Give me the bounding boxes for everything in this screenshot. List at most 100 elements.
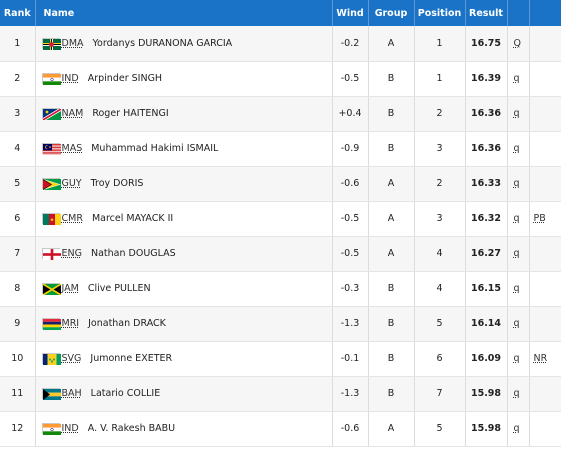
- qualification-mark[interactable]: q: [513, 73, 520, 84]
- athlete-name-link[interactable]: Troy DORIS: [90, 178, 144, 189]
- wind-header[interactable]: Wind: [332, 0, 369, 26]
- table-row: 4 MAS Muhammad Hakimi ISMAIL -0.9 B 3 16.36 q: [0, 131, 561, 167]
- qualification-cell: q: [507, 96, 530, 132]
- wind-cell: -1.3: [332, 306, 369, 342]
- name-cell: CMR Marcel MAYACK II: [35, 201, 333, 237]
- country-code-link[interactable]: IND: [61, 423, 79, 434]
- record-cell: [529, 306, 561, 342]
- group-cell: A: [368, 201, 415, 237]
- position-cell: 2: [414, 166, 466, 202]
- rank-cell: 11: [0, 376, 36, 412]
- country-code-link[interactable]: SVG: [61, 353, 82, 364]
- name-cell: ENG Nathan DOUGLAS: [35, 236, 333, 272]
- country-code-link[interactable]: GUY: [61, 178, 82, 189]
- rank-header[interactable]: Rank: [0, 0, 36, 26]
- qualification-mark[interactable]: q: [513, 423, 520, 434]
- qualification-cell: q: [507, 236, 530, 272]
- name-cell: DMA Yordanys DURANONA GARCIA: [35, 26, 333, 62]
- result-cell: 16.36: [465, 96, 508, 132]
- result-cell: 16.32: [465, 201, 508, 237]
- country-code-link[interactable]: MRI: [61, 318, 80, 329]
- mauritius-flag-icon: [41, 318, 61, 330]
- athlete-name-link[interactable]: Arpinder SINGH: [87, 73, 163, 84]
- country-code-link[interactable]: MAS: [61, 143, 83, 154]
- position-header[interactable]: Position: [414, 0, 466, 26]
- qualification-mark[interactable]: q: [513, 178, 520, 189]
- country-code-link[interactable]: CMR: [61, 213, 83, 224]
- record-cell: [529, 376, 561, 412]
- qualification-mark[interactable]: q: [513, 108, 520, 119]
- athlete-name-link[interactable]: Nathan DOUGLAS: [90, 248, 176, 259]
- athlete-name-link[interactable]: Muhammad Hakimi ISMAIL: [91, 143, 219, 154]
- qualification-cell: q: [507, 201, 530, 237]
- country-code-link[interactable]: DMA: [61, 37, 84, 49]
- qualification-mark[interactable]: q: [513, 318, 520, 329]
- group-header[interactable]: Group: [368, 0, 415, 26]
- result-cell: 16.09: [465, 341, 508, 377]
- country-code-link[interactable]: BAH: [61, 388, 82, 399]
- group-cell: A: [368, 166, 415, 202]
- qualification-mark[interactable]: q: [513, 248, 520, 259]
- athlete-name-link[interactable]: Latario COLLIE: [90, 388, 161, 399]
- country-code-link[interactable]: IND: [61, 73, 79, 84]
- table-row: 6 CMR Marcel MAYACK II -0.5 A 3 16.32 q PB: [0, 201, 561, 237]
- wind-cell: -0.9: [332, 131, 369, 167]
- position-cell: 4: [414, 236, 466, 272]
- rank-cell: 7: [0, 236, 36, 272]
- table-row: 3 NAM Roger HAITENGI +0.4 B 2 16.36 q: [0, 96, 561, 132]
- record-header: [529, 0, 561, 26]
- qualification-mark[interactable]: q: [513, 143, 520, 154]
- results-body: 1 DMA Yordanys DURANONA GARCIA -0.2 A 1 16.75 Q…: [0, 26, 561, 447]
- athlete-name-link[interactable]: Jonathan DRACK: [88, 318, 166, 329]
- country-code-link[interactable]: NAM: [61, 108, 84, 119]
- wind-cell: +0.4: [332, 96, 369, 132]
- result-header[interactable]: Result: [465, 0, 508, 26]
- record-cell: [529, 26, 561, 62]
- country-code-link[interactable]: ENG: [61, 248, 82, 259]
- athlete-name-link[interactable]: Jumonne EXETER: [90, 353, 173, 364]
- record-mark[interactable]: PB: [533, 213, 546, 224]
- guyana-flag-icon: [41, 178, 61, 190]
- rank-cell: 12: [0, 411, 36, 447]
- record-cell: PB: [529, 201, 561, 237]
- athlete-name-link[interactable]: Clive PULLEN: [87, 283, 151, 294]
- record-cell: [529, 271, 561, 307]
- position-cell: 5: [414, 411, 466, 447]
- india-flag-icon: [41, 73, 61, 85]
- qualification-mark[interactable]: q: [513, 213, 520, 224]
- group-cell: A: [368, 236, 415, 272]
- record-cell: [529, 411, 561, 447]
- wind-cell: -0.3: [332, 271, 369, 307]
- record-cell: [529, 166, 561, 202]
- name-cell: BAH Latario COLLIE: [35, 376, 333, 412]
- position-cell: 3: [414, 201, 466, 237]
- qualification-mark[interactable]: q: [513, 388, 520, 399]
- qualification-mark[interactable]: q: [513, 283, 520, 294]
- table-row: 12 IND A. V. Rakesh BABU -0.6 A 5 15.98 q: [0, 411, 561, 447]
- result-cell: 15.98: [465, 376, 508, 412]
- athlete-name-link[interactable]: Marcel MAYACK II: [91, 213, 174, 224]
- record-mark[interactable]: NR: [533, 353, 548, 364]
- rank-cell: 10: [0, 341, 36, 377]
- athlete-name-link[interactable]: Roger HAITENGI: [92, 108, 169, 119]
- bahamas-flag-icon: [41, 388, 61, 400]
- table-row: 10 SVG Jumonne EXETER -0.1 B 6 16.09 q NR: [0, 341, 561, 377]
- table-row: 11 BAH Latario COLLIE -1.3 B 7 15.98 q: [0, 376, 561, 412]
- name-header[interactable]: Name: [35, 0, 333, 26]
- table-row: 1 DMA Yordanys DURANONA GARCIA -0.2 A 1 16.75 Q: [0, 26, 561, 62]
- wind-cell: -0.1: [332, 341, 369, 377]
- athlete-name-link[interactable]: A. V. Rakesh BABU: [87, 423, 176, 434]
- england-flag-icon: [41, 248, 61, 260]
- qualification-mark[interactable]: q: [513, 353, 520, 364]
- athlete-name-link[interactable]: Yordanys DURANONA GARCIA: [92, 37, 233, 49]
- rank-cell: 1: [0, 26, 36, 62]
- country-code-link[interactable]: JAM: [61, 283, 79, 294]
- qualification-cell: q: [507, 166, 530, 202]
- group-cell: A: [368, 411, 415, 447]
- result-cell: 16.27: [465, 236, 508, 272]
- group-cell: B: [368, 341, 415, 377]
- name-cell: NAM Roger HAITENGI: [35, 96, 333, 132]
- wind-cell: -0.5: [332, 201, 369, 237]
- dominica-flag-icon: [41, 37, 61, 50]
- qualification-mark[interactable]: Q: [513, 37, 521, 49]
